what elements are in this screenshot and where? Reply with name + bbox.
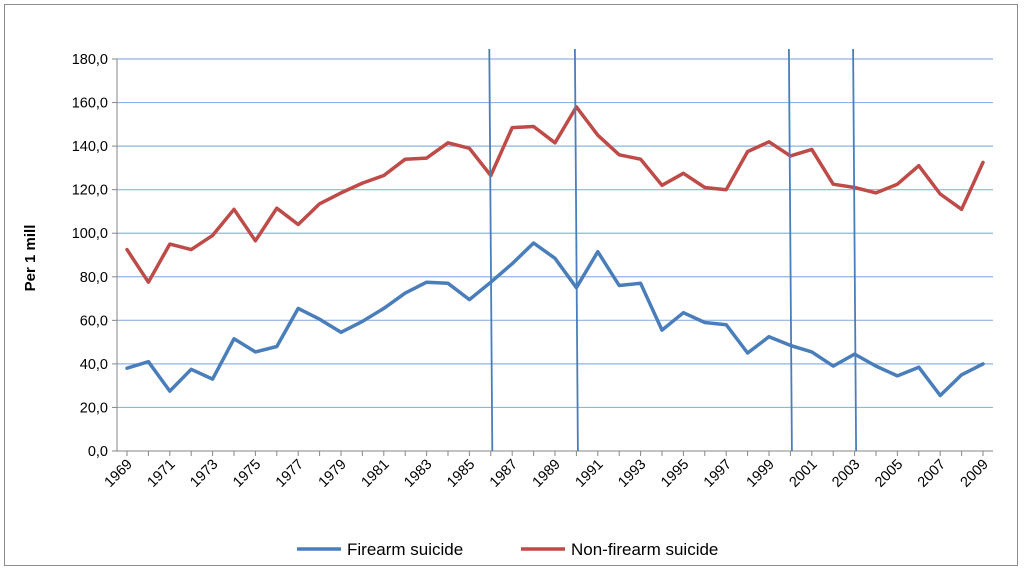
x-tick-label: 1979: [316, 457, 350, 491]
series-line-firearm: [125, 241, 985, 398]
series-line-non-firearm: [125, 105, 985, 284]
x-tick-label: 2005: [872, 457, 906, 491]
x-tick-label: 1981: [358, 457, 392, 491]
x-tick-label: 1969: [102, 457, 136, 491]
axes: [112, 58, 993, 456]
x-tick-label: 1987: [487, 457, 521, 491]
y-axis-title: Per 1 mill: [22, 225, 39, 292]
y-tick-label: 20,0: [80, 400, 108, 416]
x-tick-label: 2009: [958, 457, 992, 491]
x-tick-label: 1977: [273, 457, 307, 491]
vertical-marker-line: [574, 48, 579, 452]
x-tick-labels: 1969 1971 1973 1975 1977 1979 1981 1983 1985 1987…: [102, 457, 992, 491]
y-tick-label: 60,0: [80, 313, 108, 329]
x-tick-label: 1983: [401, 457, 435, 491]
x-tick-label: 1993: [615, 457, 649, 491]
x-tick-label: 1985: [444, 457, 478, 491]
line-chart: 0,0 20,0 40,0 60,0 80,0 100,0 120,0 140,0 160,0 1…: [22, 48, 993, 559]
x-tick-label: 1975: [230, 457, 264, 491]
x-tick-label: 2003: [829, 457, 863, 491]
y-tick-label: 80,0: [80, 270, 108, 286]
chart-frame: 0,0 20,0 40,0 60,0 80,0 100,0 120,0 140,0 160,0 1…: [4, 4, 1018, 566]
vertical-marker-line: [488, 48, 494, 452]
legend-item-non-firearm: Non-firearm suicide: [521, 540, 718, 559]
x-tick-label: 1995: [658, 457, 692, 491]
y-tick-labels: 0,0 20,0 40,0 60,0 80,0 100,0 120,0 140,0 160,0 1…: [72, 52, 108, 460]
y-tick-label: 120,0: [72, 183, 108, 199]
legend: Firearm suicide Non-firearm suicide: [297, 540, 718, 559]
x-tick-label: 1999: [744, 457, 778, 491]
legend-item-firearm: Firearm suicide: [297, 540, 463, 559]
legend-label: Firearm suicide: [347, 540, 463, 559]
y-tick-label: 40,0: [80, 357, 108, 373]
x-tick-label: 1971: [144, 457, 178, 491]
series-lines: [125, 105, 985, 398]
vertical-markers: [488, 48, 857, 452]
x-tick-label: 1997: [701, 457, 735, 491]
y-tick-label: 160,0: [72, 96, 108, 112]
y-tick-label: 140,0: [72, 139, 108, 155]
x-tick-label: 1991: [572, 457, 606, 491]
x-tick-label: 1973: [187, 457, 221, 491]
x-tick-label: 2001: [786, 457, 820, 491]
gridlines: [117, 58, 993, 409]
y-tick-label: 100,0: [72, 226, 108, 242]
y-tick-label: 180,0: [72, 52, 108, 68]
y-tick-label: 0,0: [88, 444, 108, 460]
vertical-marker-line: [852, 48, 857, 452]
vertical-marker-line: [788, 48, 793, 452]
x-tick-label: 1989: [530, 457, 564, 491]
x-tick-label: 2007: [915, 457, 949, 491]
legend-label: Non-firearm suicide: [571, 540, 718, 559]
